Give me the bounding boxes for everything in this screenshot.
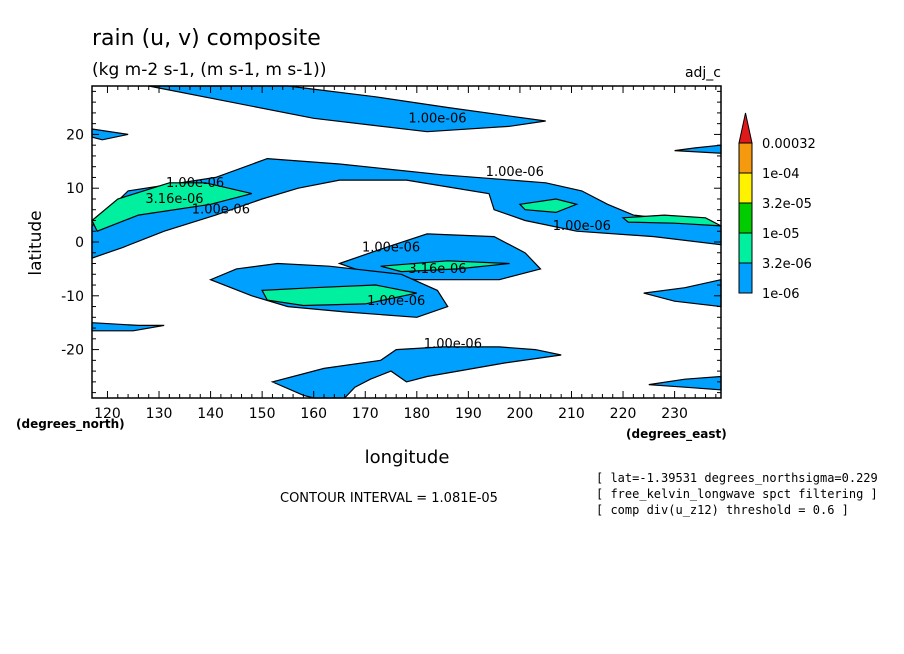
- contour-label-2: 1.00e-06: [166, 176, 224, 191]
- colorbar-swatch: [738, 232, 753, 264]
- x-tick-label: 160: [300, 406, 327, 422]
- contour-label-7: 3.16e-06: [408, 262, 466, 277]
- chart-title: rain (u, v) composite: [92, 26, 321, 51]
- contour-label-6: 1.00e-06: [362, 240, 420, 255]
- x-tick-label: 230: [661, 406, 688, 422]
- contour-region-0: [148, 85, 546, 133]
- contour-region-10: [91, 322, 165, 332]
- colorbar-label: 3.2e-05: [762, 197, 812, 212]
- contour-interval: CONTOUR INTERVAL = 1.081E-05: [280, 491, 498, 506]
- note-line-1: [ lat=-1.39531 degrees_northsigma=0.229: [596, 471, 878, 485]
- x-tick-label: 130: [146, 406, 173, 422]
- y-axis-label: latitude: [26, 210, 46, 275]
- colorbar-label: 1e-04: [762, 167, 800, 182]
- colorbar-arrow: [738, 112, 753, 144]
- y-tick-label: -20: [61, 343, 84, 359]
- contour-region-13: [648, 375, 722, 391]
- x-unit-label: (degrees_east): [626, 427, 727, 442]
- contour-label-5: 1.00e-06: [553, 219, 611, 234]
- x-tick-label: 150: [249, 406, 276, 422]
- note-line-2: [ free_kelvin_longwave spct filtering ]: [596, 487, 878, 501]
- x-tick-label: 220: [610, 406, 637, 422]
- colorbar-swatch: [738, 142, 753, 174]
- chart-subtitle: (kg m-2 s-1, (m s-1, m s-1)): [92, 60, 326, 80]
- colorbar-swatch: [738, 202, 753, 234]
- contour-region-11: [643, 278, 722, 308]
- contour-region-3: [91, 182, 252, 232]
- y-tick-label: 0: [75, 235, 84, 251]
- x-tick-label: 200: [507, 406, 534, 422]
- contour-region-14: [674, 144, 722, 154]
- x-tick-label: 170: [352, 406, 379, 422]
- contour-label-3: 3.16e-06: [145, 192, 203, 207]
- x-tick-label: 140: [197, 406, 224, 422]
- run-label: adj_c: [685, 65, 721, 81]
- colorbar: 0.00032 1e-04 3.2e-05 1e-05 3.2e-06 1e-06: [738, 112, 816, 302]
- contour-region-4: [518, 198, 579, 214]
- x-tick-label: 180: [403, 406, 430, 422]
- x-axis-label: longitude: [365, 447, 450, 468]
- colorbar-label: 1e-06: [762, 287, 800, 302]
- contour-label-4: 1.00e-06: [192, 203, 250, 218]
- y-unit-label: (degrees_north): [16, 417, 125, 432]
- x-tick-label: 210: [558, 406, 585, 422]
- x-tick-label: 190: [455, 406, 482, 422]
- contour-label-layer: 1.00e-061.00e-061.00e-063.16e-061.00e-06…: [145, 111, 610, 352]
- contour-label-8: 1.00e-06: [367, 294, 425, 309]
- contour-region-9: [261, 284, 417, 307]
- contour-region-2: [91, 157, 722, 259]
- x-axis-ticks: 120 130 140 150 160 170 180 190 200 210 220 230: [94, 86, 717, 422]
- y-axis-ticks: -20 -10 0 10 20: [61, 90, 721, 394]
- colorbar-label: 1e-05: [762, 227, 800, 242]
- colorbar-label: 0.00032: [762, 137, 816, 152]
- y-tick-label: 20: [66, 127, 84, 143]
- contour-region-8: [380, 260, 510, 273]
- colorbar-swatch: [738, 262, 753, 294]
- contour-region-12: [270, 346, 562, 399]
- contour-label-9: 1.00e-06: [424, 337, 482, 352]
- contour-label-0: 1.00e-06: [408, 111, 466, 126]
- y-tick-label: 10: [66, 181, 84, 197]
- note-line-3: [ comp div(u_z12) threshold = 0.6 ]: [596, 503, 849, 517]
- contour-label-1: 1.00e-06: [486, 165, 544, 180]
- colorbar-label: 3.2e-06: [762, 257, 812, 272]
- contour-fill-layer: [91, 85, 722, 399]
- colorbar-swatch: [738, 172, 753, 204]
- y-tick-label: -10: [61, 289, 84, 305]
- x-tick-label: 120: [94, 406, 121, 422]
